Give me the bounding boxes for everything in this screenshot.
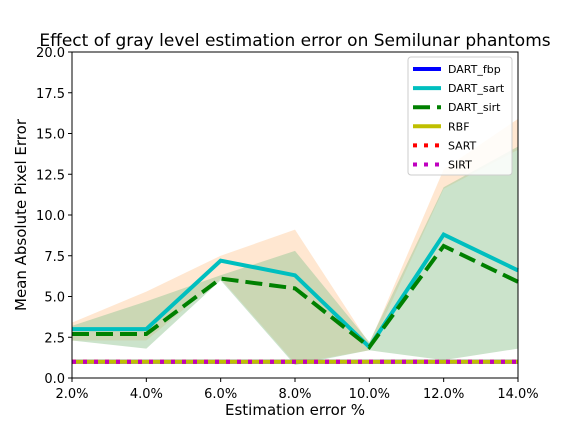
y-tick-label: 5.0 — [44, 291, 65, 306]
y-ticks: 0.0 2.5 5.0 7.5 10.0 12.5 15.0 17.5 20.0 — [36, 46, 72, 387]
legend-label: SART — [448, 139, 477, 152]
y-tick-label: 15.0 — [36, 128, 65, 143]
legend-label: SIRT — [448, 159, 472, 172]
y-tick-label: 12.5 — [36, 168, 65, 183]
x-tick-label: 2.0% — [55, 387, 88, 402]
x-tick-label: 4.0% — [130, 387, 163, 402]
y-tick-label: 17.5 — [36, 87, 65, 102]
legend-label: DART_sart — [448, 82, 505, 95]
legend-label: RBF — [448, 120, 470, 133]
x-tick-label: 8.0% — [278, 387, 311, 402]
y-axis-label: Mean Absolute Pixel Error — [12, 118, 30, 311]
legend-label: DART_sirt — [448, 101, 501, 114]
x-tick-label: 6.0% — [204, 387, 237, 402]
x-tick-label: 14.0% — [497, 387, 538, 402]
x-tick-label: 12.0% — [423, 387, 464, 402]
y-tick-label: 20.0 — [36, 46, 65, 61]
y-tick-label: 10.0 — [36, 209, 65, 224]
chart-title: Effect of gray level estimation error on… — [39, 31, 550, 51]
y-tick-label: 2.5 — [44, 331, 65, 346]
y-tick-label: 7.5 — [44, 250, 65, 265]
y-tick-label: 0.0 — [44, 372, 65, 387]
x-ticks: 2.0% 4.0% 6.0% 8.0% 10.0% 12.0% 14.0% — [55, 378, 538, 402]
legend: DART_fbp DART_sart DART_sirt RBF SART SIRT — [408, 57, 512, 175]
legend-label: DART_fbp — [448, 63, 501, 76]
x-tick-label: 10.0% — [349, 387, 390, 402]
x-axis-label: Estimation error % — [225, 401, 365, 419]
